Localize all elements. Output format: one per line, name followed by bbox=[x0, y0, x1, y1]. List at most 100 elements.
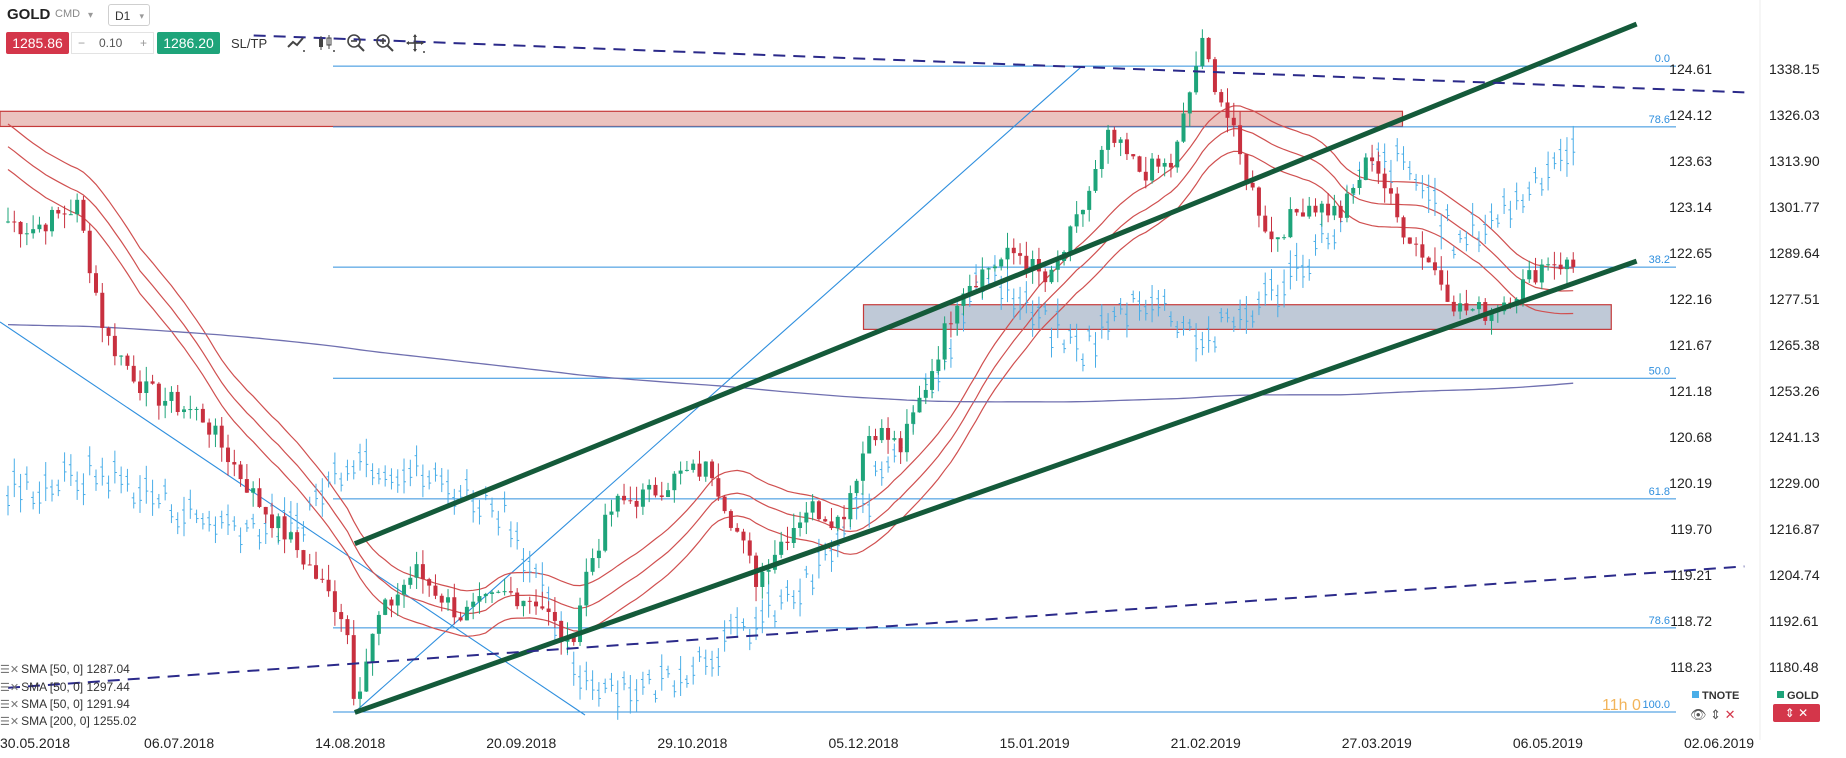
sma-legend-item[interactable]: ☰✕ SMA [50, 0] 1297.44 bbox=[0, 680, 130, 694]
channel-trendline bbox=[353, 21, 1638, 546]
close-icon[interactable]: ✕ bbox=[1724, 707, 1736, 722]
left-axis-tick-label: 123.14 bbox=[1669, 199, 1712, 215]
candle-body bbox=[1288, 209, 1293, 238]
candle-body bbox=[1476, 302, 1481, 310]
fib-fan-line bbox=[354, 65, 1083, 713]
candle-body bbox=[402, 584, 407, 595]
candle-body bbox=[1080, 209, 1085, 215]
candle-body bbox=[590, 558, 595, 572]
decrease-volume-button[interactable]: − bbox=[78, 36, 86, 50]
candle-body bbox=[62, 213, 67, 215]
sma-settings-icon[interactable]: ☰✕ bbox=[0, 664, 20, 676]
candle-body bbox=[219, 425, 224, 448]
sma-settings-icon[interactable]: ☰✕ bbox=[0, 716, 20, 728]
candle-body bbox=[1458, 303, 1463, 312]
candle-body bbox=[1131, 154, 1136, 157]
candle-body bbox=[1470, 309, 1475, 311]
candle-body bbox=[131, 365, 136, 382]
right-axis-tick-label: 1192.61 bbox=[1769, 613, 1819, 629]
volume-value[interactable]: 0.10 bbox=[99, 36, 123, 50]
candle-body bbox=[1313, 205, 1318, 213]
right-axis-tick-label: 1301.77 bbox=[1769, 199, 1820, 215]
sma-legend-item[interactable]: ☰✕ SMA [50, 0] 1287.04 bbox=[0, 662, 130, 676]
candle-body bbox=[251, 488, 256, 493]
candle-body bbox=[1483, 302, 1488, 321]
dashed-trendline bbox=[7, 565, 1745, 689]
candle-body bbox=[226, 447, 231, 463]
candle-body bbox=[1194, 66, 1199, 93]
tnote-color-swatch bbox=[1692, 691, 1699, 698]
candle-body bbox=[967, 285, 972, 294]
buy-button[interactable]: 1286.20 bbox=[157, 32, 220, 54]
zoom-in-icon[interactable] bbox=[375, 33, 395, 53]
candle-body bbox=[1011, 247, 1016, 254]
candle-body bbox=[1225, 102, 1230, 118]
zoom-out-icon[interactable] bbox=[346, 33, 366, 53]
candle-body bbox=[659, 495, 664, 498]
candle-body bbox=[1420, 244, 1425, 258]
sma-50-line bbox=[7, 150, 1574, 637]
candle-body bbox=[1143, 171, 1148, 181]
market-dropdown-icon[interactable]: ▾ bbox=[88, 10, 94, 21]
sltp-button[interactable]: SL/TP bbox=[231, 36, 268, 51]
candle-body bbox=[722, 496, 727, 512]
left-axis-tick-label: 118.72 bbox=[1670, 613, 1712, 629]
right-axis-tick-label: 1326.03 bbox=[1769, 107, 1820, 123]
candle-body bbox=[433, 585, 438, 596]
reorder-icon[interactable]: ⇕ bbox=[1710, 707, 1722, 722]
left-axis-tick-label: 120.68 bbox=[1669, 429, 1712, 445]
candle-body bbox=[169, 391, 174, 401]
candle-body bbox=[18, 221, 23, 235]
volume-stepper[interactable]: − 0.10 + bbox=[71, 32, 154, 54]
sma-settings-icon[interactable]: ☰✕ bbox=[0, 699, 20, 711]
toolbar: GOLD CMD ▾ D1 ▾ 1285.86 − 0.10 + 1286.20… bbox=[0, 0, 460, 60]
candle-body bbox=[364, 661, 369, 692]
candle-body bbox=[106, 327, 111, 336]
fib-level-label: 0.0 bbox=[1655, 53, 1670, 65]
gold-controls: ⇕ ✕ bbox=[1773, 704, 1820, 722]
sma-settings-icon[interactable]: ☰✕ bbox=[0, 682, 20, 694]
candle-body bbox=[1049, 269, 1054, 283]
candle-body bbox=[923, 389, 928, 398]
candle-body bbox=[936, 359, 941, 372]
candle-body bbox=[546, 608, 551, 612]
tnote-instrument-label[interactable]: TNOTE bbox=[1692, 690, 1739, 702]
candle-body bbox=[1068, 226, 1073, 252]
candle-body bbox=[270, 514, 275, 529]
candle-body bbox=[1055, 260, 1060, 270]
reorder-icon[interactable]: ⇕ bbox=[1784, 706, 1795, 720]
line-chart-icon[interactable] bbox=[286, 33, 306, 53]
sell-button[interactable]: 1285.86 bbox=[6, 32, 69, 54]
candle-body bbox=[1426, 257, 1431, 263]
close-icon[interactable]: ✕ bbox=[1798, 706, 1809, 720]
candle-body bbox=[710, 461, 715, 479]
candle-timer: 11h 0 bbox=[1602, 697, 1641, 714]
x-axis-tick-label: 06.07.2018 bbox=[144, 735, 214, 751]
candle-body bbox=[622, 495, 627, 501]
candlestick-icon[interactable] bbox=[316, 33, 336, 53]
candle-body bbox=[1344, 193, 1349, 218]
timeframe-select[interactable]: D1 ▾ bbox=[108, 4, 150, 26]
crosshair-icon[interactable] bbox=[405, 33, 425, 53]
candle-body bbox=[1263, 215, 1268, 232]
left-axis-tick-label: 123.63 bbox=[1669, 153, 1712, 169]
candle-body bbox=[886, 427, 891, 440]
eye-icon[interactable]: 👁 bbox=[1690, 707, 1707, 722]
sma-legend-item[interactable]: ☰✕ SMA [200, 0] 1255.02 bbox=[0, 714, 137, 728]
chevron-down-icon: ▾ bbox=[139, 11, 144, 21]
candle-body bbox=[672, 473, 677, 491]
candle-body bbox=[552, 611, 557, 621]
sma-legend-item[interactable]: ☰✕ SMA [50, 0] 1291.94 bbox=[0, 697, 130, 711]
candle-body bbox=[112, 335, 117, 357]
gold-instrument-label[interactable]: GOLD bbox=[1777, 690, 1819, 702]
right-axis-tick-label: 1216.87 bbox=[1769, 521, 1820, 537]
candle-body bbox=[1024, 255, 1029, 270]
left-axis-tick-label: 124.12 bbox=[1669, 107, 1712, 123]
candle-body bbox=[288, 532, 293, 540]
candle-body bbox=[1527, 270, 1532, 280]
increase-volume-button[interactable]: + bbox=[139, 36, 147, 50]
candle-body bbox=[326, 579, 331, 592]
candle-body bbox=[540, 606, 545, 609]
candle-body bbox=[1319, 203, 1324, 213]
